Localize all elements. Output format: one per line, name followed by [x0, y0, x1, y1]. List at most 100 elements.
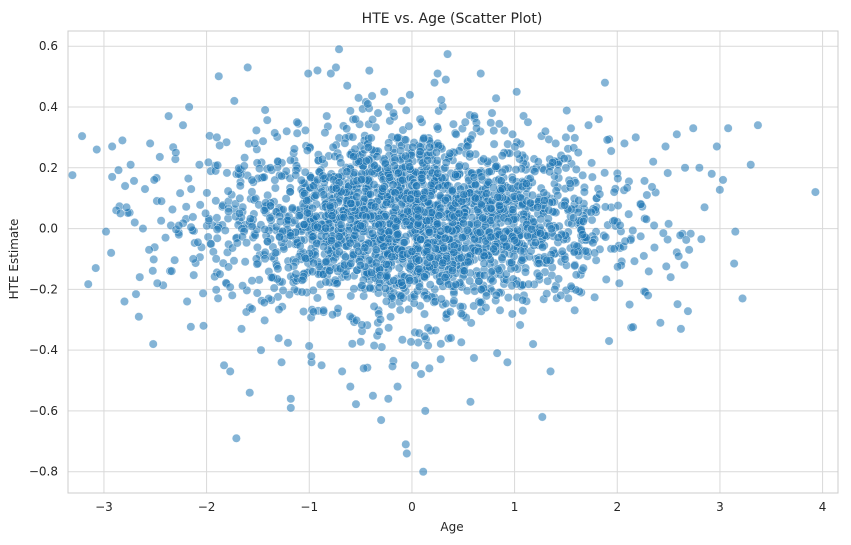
data-point [474, 276, 484, 286]
data-point [357, 281, 367, 290]
data-point [381, 259, 391, 269]
data-point [436, 354, 446, 364]
data-point [521, 267, 530, 277]
data-point [625, 300, 635, 309]
data-point [636, 199, 646, 209]
data-point [92, 145, 102, 154]
data-point [405, 194, 415, 204]
data-point [463, 257, 473, 267]
data-point [565, 179, 575, 188]
data-point [270, 248, 280, 258]
data-point [479, 270, 489, 280]
data-point [379, 87, 389, 97]
data-point [379, 242, 389, 251]
data-point [546, 366, 555, 376]
data-point [487, 108, 497, 118]
x-tick-label: −2 [198, 500, 216, 514]
data-point [404, 305, 414, 314]
data-point [277, 357, 286, 367]
data-point [366, 133, 376, 143]
data-point [600, 202, 610, 212]
data-point [436, 339, 446, 349]
data-point [145, 139, 155, 148]
data-point [518, 295, 528, 305]
data-point [475, 227, 485, 237]
data-point [342, 167, 352, 177]
data-point [507, 309, 517, 319]
data-point [134, 312, 144, 322]
data-point [650, 243, 659, 252]
data-point [365, 283, 375, 293]
data-point [306, 351, 316, 361]
data-point [648, 157, 658, 167]
data-point [369, 180, 379, 190]
data-point [479, 154, 489, 164]
data-point [454, 162, 464, 171]
data-point [462, 225, 472, 235]
data-point [149, 255, 159, 264]
data-point [393, 382, 403, 392]
data-point [472, 219, 482, 229]
data-point [415, 114, 425, 124]
data-point [367, 228, 377, 238]
data-point [361, 156, 371, 166]
data-point [247, 187, 257, 197]
data-point [301, 125, 310, 135]
data-point [224, 207, 234, 217]
data-point [542, 255, 552, 265]
data-point [539, 188, 549, 198]
data-point [557, 246, 567, 256]
data-point [518, 306, 528, 316]
data-point [167, 205, 177, 214]
data-point [664, 219, 674, 229]
data-point [417, 173, 427, 183]
data-point [193, 237, 203, 247]
data-point [423, 323, 433, 333]
data-point [396, 291, 406, 301]
data-point [292, 128, 302, 138]
data-point [386, 312, 396, 322]
data-point [211, 196, 221, 206]
data-point [515, 193, 525, 202]
data-point [242, 238, 251, 248]
data-point [395, 305, 405, 315]
y-tick-label: −0.2 [29, 282, 58, 296]
data-point [282, 126, 292, 136]
data-point [195, 200, 205, 210]
data-point [449, 296, 459, 306]
data-point [470, 180, 480, 190]
data-point [609, 187, 619, 197]
data-point [511, 165, 521, 175]
data-point [174, 221, 184, 230]
data-point [243, 63, 253, 72]
data-point [412, 181, 422, 191]
data-point [496, 176, 506, 186]
data-point [295, 241, 305, 251]
data-point [275, 217, 285, 227]
data-point [278, 285, 288, 295]
data-point [186, 322, 196, 332]
data-point [131, 289, 141, 299]
data-point [416, 369, 426, 379]
data-point [152, 278, 162, 288]
data-point [566, 123, 576, 133]
data-point [640, 176, 649, 186]
data-point [399, 238, 409, 248]
data-point [591, 255, 601, 265]
data-point [560, 254, 570, 264]
data-point [570, 305, 580, 315]
data-point [534, 271, 544, 281]
data-point [393, 133, 403, 143]
x-tick-label: 0 [408, 500, 416, 514]
data-point [381, 296, 391, 306]
data-point [510, 235, 520, 245]
data-point [367, 91, 377, 101]
data-point [347, 339, 357, 349]
data-point [303, 69, 313, 79]
data-point [342, 81, 352, 91]
data-point [205, 131, 215, 141]
data-point [533, 157, 543, 167]
data-point [375, 314, 385, 324]
data-point [535, 228, 545, 238]
data-point [434, 211, 444, 220]
